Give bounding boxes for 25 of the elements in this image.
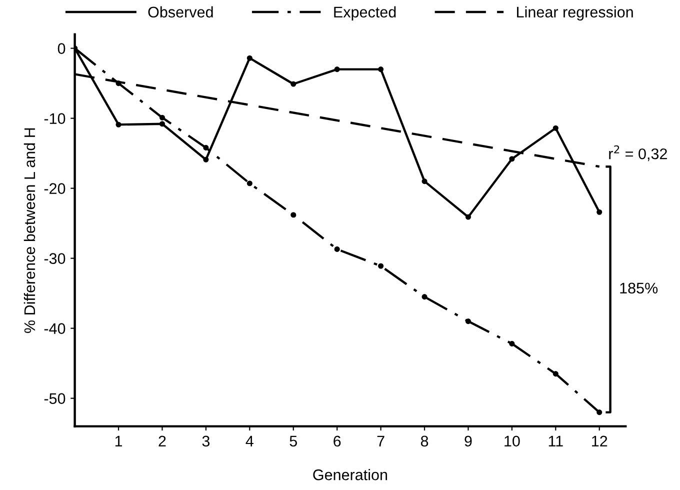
x-tick-label: 1	[115, 436, 122, 446]
x-tick-label: 2	[158, 436, 166, 446]
y-tick-label: -10	[44, 113, 66, 124]
x-tick-label: 4	[246, 436, 254, 446]
y-axis-title: % Difference between L and H	[24, 128, 36, 333]
x-tick-label: 8	[420, 436, 428, 447]
annotation: r$^{2}$ = 0,32	[609, 145, 667, 162]
y-tick-label: 0	[58, 43, 66, 54]
x-tick-label: 3	[202, 436, 210, 447]
y-tick-label: -30	[44, 253, 66, 264]
legend-label: Observed	[148, 6, 213, 18]
y-tick-label: -40	[44, 323, 66, 334]
x-axis-title: Generation	[313, 469, 388, 480]
annotation: 185%	[620, 282, 658, 294]
x-tick-label: 6	[334, 436, 341, 447]
y-tick-label: -50	[44, 393, 66, 404]
x-tick-label: 11	[548, 436, 563, 446]
x-tick-label: 7	[377, 436, 384, 446]
legend-label: Linear regression	[517, 6, 633, 21]
x-tick-label: 12	[592, 436, 608, 446]
legend-label: Expected	[334, 6, 396, 21]
x-tick-label: 9	[464, 436, 472, 447]
x-tick-label: 5	[290, 436, 297, 447]
y-tick-label: -20	[44, 183, 66, 194]
x-tick-label: 10	[504, 436, 520, 447]
